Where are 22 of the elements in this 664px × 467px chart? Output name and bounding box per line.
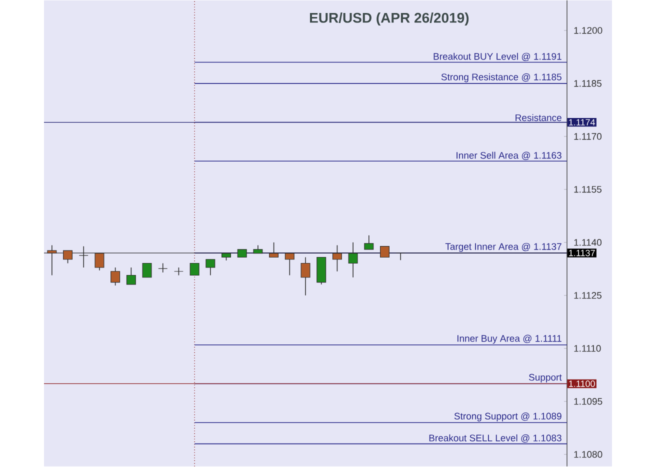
ref-line-label: Resistance	[516, 114, 562, 122]
y-tick-label: 1.1080	[574, 451, 602, 458]
ref-line-label: Breakout SELL Level @ 1.1083	[429, 434, 562, 443]
ref-line-label: Inner Sell Area @ 1.1163	[456, 152, 562, 160]
ref-line-label: Breakout BUY Level @ 1.1191	[434, 52, 562, 62]
ref-line-label: Target Inner Area @ 1.1137	[445, 243, 562, 252]
y-tick-label: 1.1140	[574, 239, 602, 246]
ref-line-label: Inner Buy Area @ 1.1111	[457, 334, 562, 344]
ref-line-label: Strong Support @ 1.1089	[454, 412, 562, 422]
ref-line-label: 1.1137	[569, 250, 595, 256]
y-tick-label: 1.1155	[574, 186, 602, 193]
ref-line-label: 1.1100	[569, 380, 595, 388]
y-tick-label: 1.1170	[574, 133, 602, 140]
text: EUR/USD (APR 26/2019)	[310, 12, 469, 26]
ref-line-label: 1.1174	[569, 119, 595, 126]
y-tick-label: 1.1110	[574, 345, 601, 352]
y-tick-label: 1.1185	[574, 80, 602, 87]
y-tick-label: 1.1095	[574, 398, 602, 405]
ref-line-label: Strong Resistance @ 1.1185	[441, 73, 562, 82]
y-tick-label: 1.1200	[574, 27, 602, 34]
ref-line-label: Support	[529, 374, 562, 383]
y-tick-label: 1.1125	[574, 292, 602, 299]
